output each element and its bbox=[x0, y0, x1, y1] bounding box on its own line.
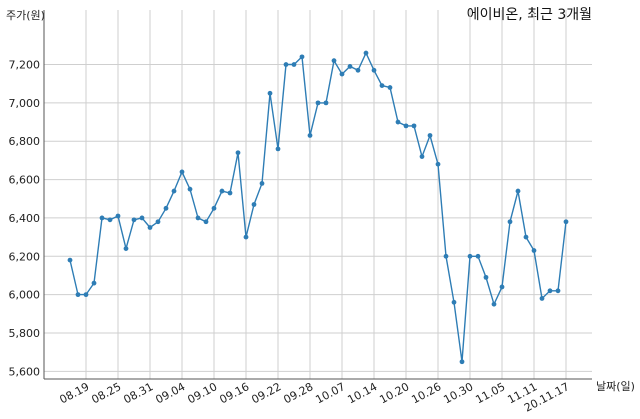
chart-title: 에이비온, 최근 3개월 bbox=[467, 7, 592, 23]
data-point bbox=[531, 248, 537, 253]
data-point bbox=[211, 205, 217, 211]
data-point bbox=[387, 85, 393, 90]
data-point bbox=[147, 225, 153, 230]
y-tick-label: 6,200 bbox=[9, 250, 41, 263]
y-tick-label: 7,200 bbox=[9, 59, 41, 72]
data-point bbox=[403, 123, 409, 129]
x-tick-label: 09.16 bbox=[217, 380, 251, 406]
grid-lines bbox=[44, 10, 592, 379]
data-point bbox=[227, 190, 233, 196]
data-point bbox=[251, 202, 257, 207]
y-tick-label: 5,800 bbox=[9, 327, 41, 340]
x-tick-label: 09.04 bbox=[153, 380, 187, 406]
data-point bbox=[371, 67, 377, 73]
data-point bbox=[419, 154, 425, 159]
data-point bbox=[459, 359, 465, 365]
x-tick-label: 09.10 bbox=[185, 380, 219, 406]
series-price bbox=[67, 50, 569, 365]
data-point bbox=[411, 123, 417, 129]
data-point bbox=[243, 234, 249, 240]
data-point bbox=[395, 119, 401, 125]
x-tick-label: 09.22 bbox=[249, 380, 283, 406]
x-tick-label: 08.31 bbox=[121, 380, 155, 406]
data-point bbox=[347, 64, 353, 69]
data-point bbox=[267, 90, 273, 96]
data-point bbox=[99, 215, 105, 221]
data-point bbox=[539, 296, 545, 301]
data-point bbox=[155, 219, 161, 225]
data-point bbox=[179, 169, 185, 175]
y-tick-label: 5,600 bbox=[9, 365, 41, 378]
data-point bbox=[499, 284, 505, 290]
data-point bbox=[315, 100, 321, 106]
data-point bbox=[163, 205, 169, 211]
data-point bbox=[491, 301, 497, 307]
y-axis-label: 주가(원) bbox=[6, 9, 45, 22]
data-point bbox=[235, 150, 241, 156]
data-point bbox=[139, 215, 145, 221]
data-point bbox=[75, 292, 81, 298]
data-point bbox=[339, 71, 345, 77]
data-point bbox=[467, 253, 473, 259]
data-point bbox=[171, 188, 177, 194]
x-tick-label: 11.05 bbox=[473, 380, 507, 406]
data-point bbox=[203, 219, 209, 225]
data-point bbox=[259, 181, 265, 186]
data-point bbox=[523, 234, 529, 240]
x-tick-label: 10.14 bbox=[345, 380, 379, 406]
data-point bbox=[563, 219, 569, 225]
x-tick-label: 10.20 bbox=[377, 380, 411, 406]
x-tick-label: 10.26 bbox=[409, 380, 443, 406]
x-tick-label: 08.19 bbox=[57, 380, 91, 406]
data-point bbox=[507, 219, 513, 225]
data-point bbox=[83, 292, 89, 298]
x-tick-label: 10.07 bbox=[313, 380, 347, 406]
data-point bbox=[291, 62, 297, 67]
x-tick-label: 09.28 bbox=[281, 380, 315, 406]
y-tick-label: 6,600 bbox=[9, 174, 41, 187]
data-point bbox=[123, 246, 129, 252]
data-point bbox=[443, 253, 449, 259]
data-point bbox=[435, 161, 441, 167]
data-point bbox=[555, 288, 561, 294]
data-point bbox=[115, 213, 121, 219]
series-line bbox=[69, 51, 567, 362]
data-point bbox=[331, 58, 337, 64]
data-point bbox=[219, 188, 225, 194]
data-point bbox=[195, 215, 201, 221]
data-point bbox=[67, 257, 73, 263]
data-point bbox=[451, 299, 457, 305]
data-point bbox=[547, 288, 553, 294]
y-tick-label: 6,000 bbox=[9, 289, 41, 302]
data-point bbox=[379, 83, 385, 89]
data-point bbox=[299, 54, 305, 60]
x-axis-label: 날짜(일) bbox=[596, 379, 635, 393]
data-point bbox=[427, 133, 433, 138]
data-point bbox=[363, 50, 369, 56]
y-tick-label: 6,800 bbox=[9, 135, 41, 148]
data-point bbox=[475, 253, 481, 259]
axes bbox=[43, 10, 592, 380]
data-point bbox=[91, 280, 97, 286]
y-tick-labels: 5,600 5,800 6,000 6,200 6,400 6,600 6,800 7,000… bbox=[9, 59, 41, 379]
data-point bbox=[355, 67, 361, 73]
data-point bbox=[283, 62, 289, 67]
data-point bbox=[307, 133, 313, 138]
data-point bbox=[187, 186, 193, 192]
data-point bbox=[107, 217, 113, 223]
x-tick-label: 10.30 bbox=[441, 380, 475, 406]
x-tick-label: 08.25 bbox=[89, 380, 123, 406]
data-point bbox=[483, 274, 489, 280]
data-point bbox=[275, 146, 281, 152]
x-tick-labels: 08.1908.2508.3109.0409.1009.1609.2209.28… bbox=[57, 380, 571, 414]
y-tick-label: 7,000 bbox=[9, 97, 41, 110]
data-point bbox=[515, 188, 521, 194]
y-tick-label: 6,400 bbox=[9, 212, 41, 225]
data-point bbox=[131, 217, 137, 223]
data-point bbox=[323, 100, 329, 106]
